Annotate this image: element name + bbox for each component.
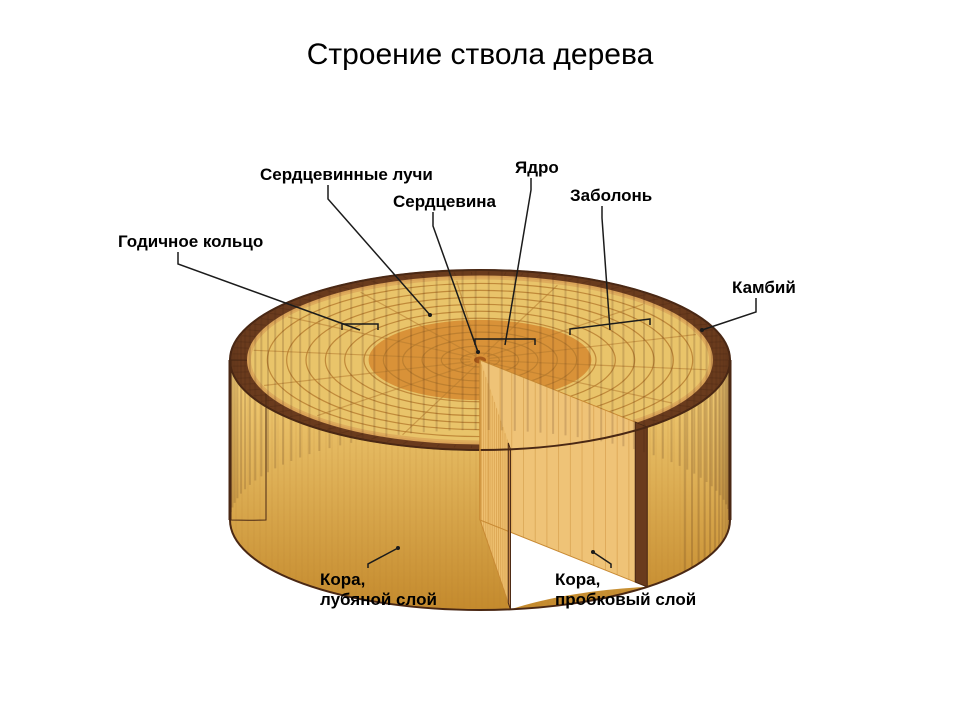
label-annual-ring: Годичное кольцо (118, 232, 263, 252)
tree-trunk-diagram (0, 0, 960, 720)
label-cambium: Камбий (732, 278, 796, 298)
label-sapwood: Заболонь (570, 186, 652, 206)
label-heartwood: Ядро (515, 158, 559, 178)
label-pith: Сердцевина (393, 192, 496, 212)
label-bark-cork: Кора,пробковый слой (555, 570, 696, 610)
label-bark-bast: Кора,лубяной слой (320, 570, 437, 610)
label-medullary-rays: Сердцевинные лучи (260, 165, 433, 185)
